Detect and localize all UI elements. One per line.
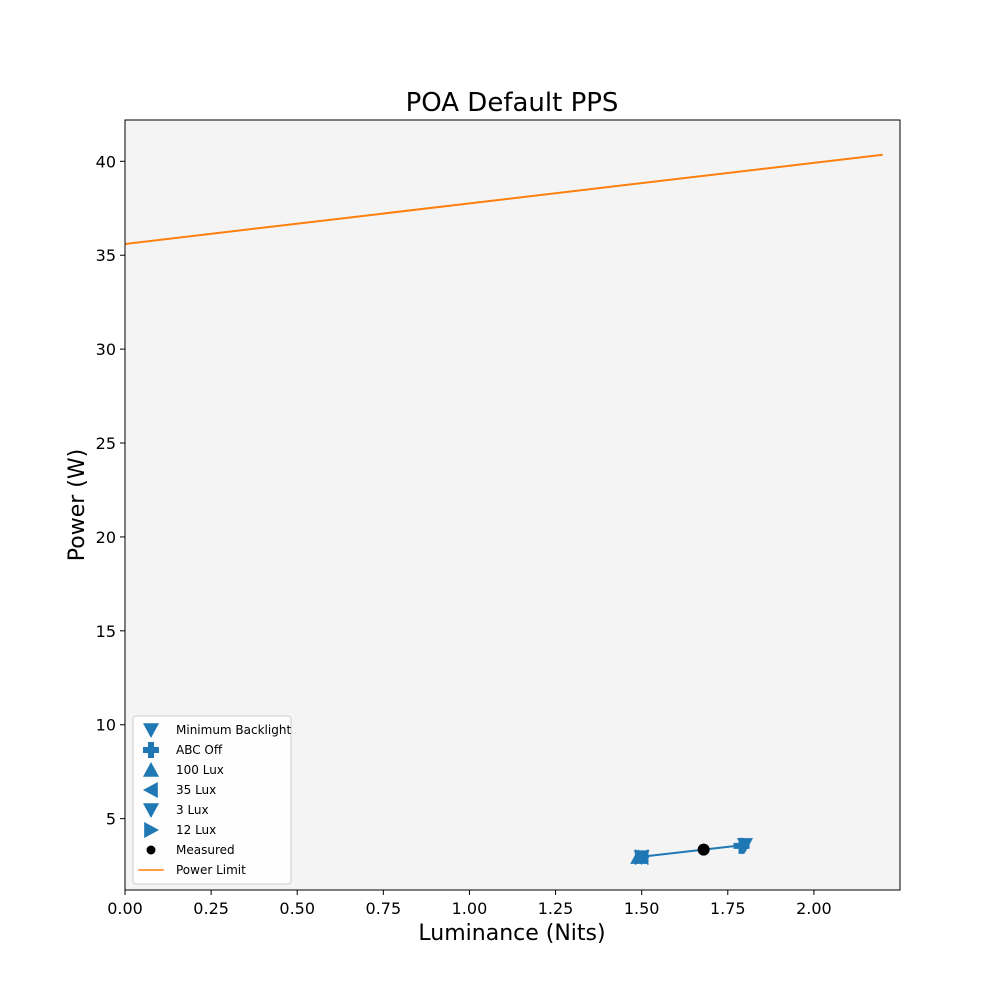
x-tick-label: 2.00 [796,899,832,918]
legend-label-12-lux: 12 Lux [176,823,216,837]
x-tick-label: 1.75 [710,899,746,918]
x-axis-label: Luminance (Nits) [418,921,605,946]
legend-label-3-lux: 3 Lux [176,803,209,817]
legend-marker-35-lux [143,782,158,798]
legend-label-35-lux: 35 Lux [176,783,216,797]
legend-label-power-limit: Power Limit [176,863,246,877]
x-tick-label: 1.00 [452,899,488,918]
x-tick-label: 0.50 [279,899,315,918]
y-tick-label: 25 [96,434,116,453]
legend-marker-100-lux [143,762,159,777]
y-tick-label: 40 [96,152,116,171]
legend-label-abc-off: ABC Off [176,743,223,757]
legend-marker-3-lux [143,803,159,818]
y-tick-label: 35 [96,246,116,265]
x-tick-label: 0.00 [107,899,143,918]
y-tick-label: 15 [96,622,116,641]
y-tick-label: 30 [96,340,116,359]
data-point-abc-off [733,837,750,854]
legend-label-measured: Measured [176,843,235,857]
legend: Minimum Backlight ABC Off 100 Lux 35 Lux 3 L… [132,715,292,885]
legend-label-100-lux: 100 Lux [176,763,224,777]
series-line-power-limit [124,153,883,245]
y-tick-label: 10 [96,716,116,735]
data-point-measured [697,843,710,856]
legend-marker-measured [146,845,156,855]
legend-box [132,715,292,885]
x-tick-label: 0.75 [366,899,402,918]
x-tick-label: 1.25 [538,899,574,918]
x-tick-label: 1.50 [624,899,660,918]
legend-marker-minimum-backlight [143,723,159,738]
y-tick-label: 20 [96,528,116,547]
y-tick-label: 5 [106,810,116,829]
legend-marker-12-lux [144,822,159,838]
chart-title: POA Default PPS [406,88,619,118]
measurement-connector-line [638,843,746,859]
data-point-12-lux [634,849,650,866]
legend-marker-abc-off [143,742,159,758]
x-tick-label: 0.25 [193,899,229,918]
legend-label-minimum-backlight: Minimum Backlight [176,723,291,737]
plot-frame [124,119,901,891]
y-axis-label: Power (W) [65,449,90,561]
